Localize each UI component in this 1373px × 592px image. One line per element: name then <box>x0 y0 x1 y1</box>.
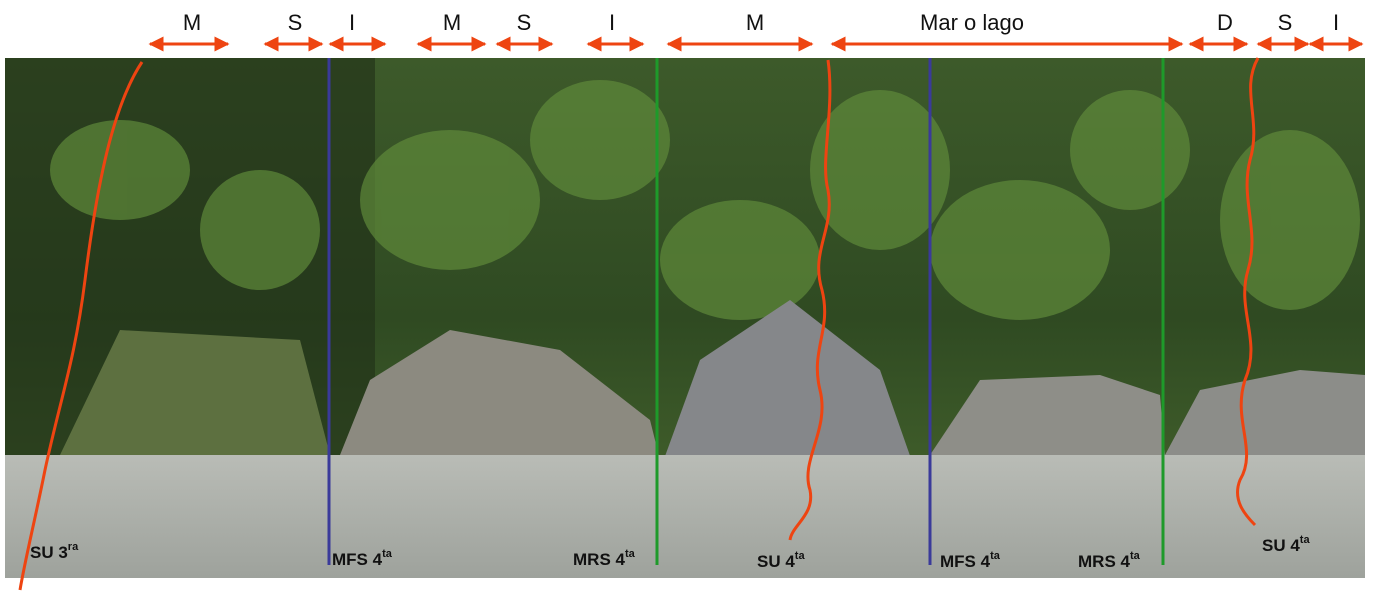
interval-label: Mar o lago <box>920 10 1024 35</box>
interval-label: S <box>288 10 303 35</box>
surface-ordinal: ta <box>382 548 393 560</box>
interval-label: I <box>1333 10 1339 35</box>
photo <box>5 58 1365 578</box>
interval-label: I <box>349 10 355 35</box>
surface-ordinal: ta <box>1300 534 1311 546</box>
surface-name: MFS 4 <box>940 552 991 571</box>
interval-label: S <box>517 10 532 35</box>
surface-name: MRS 4 <box>573 550 626 569</box>
page: {"intervals": [ {"label": "M"}, {"label"… <box>0 0 1373 592</box>
surface-ordinal: ta <box>625 548 636 560</box>
surface-name: SU 4 <box>757 552 795 571</box>
interval-label: D <box>1217 10 1233 35</box>
surface-name: MFS 4 <box>332 550 383 569</box>
surface-ordinal: ta <box>795 550 806 562</box>
interval-label: M <box>443 10 461 35</box>
surface-ordinal: ta <box>990 550 1001 562</box>
surface-name: MRS 4 <box>1078 552 1131 571</box>
interval-label: M <box>746 10 764 35</box>
interval-label: I <box>609 10 615 35</box>
interval-label: S <box>1278 10 1293 35</box>
surface-ordinal: ra <box>68 541 79 553</box>
interval-label: M <box>183 10 201 35</box>
surface-name: SU 4 <box>1262 536 1300 555</box>
annotated-photo: MSIMSIMMar o lagoDSISU 3raMFS 4taMRS 4ta… <box>0 0 1373 592</box>
surface-ordinal: ta <box>1130 550 1141 562</box>
surface-name: SU 3 <box>30 543 68 562</box>
